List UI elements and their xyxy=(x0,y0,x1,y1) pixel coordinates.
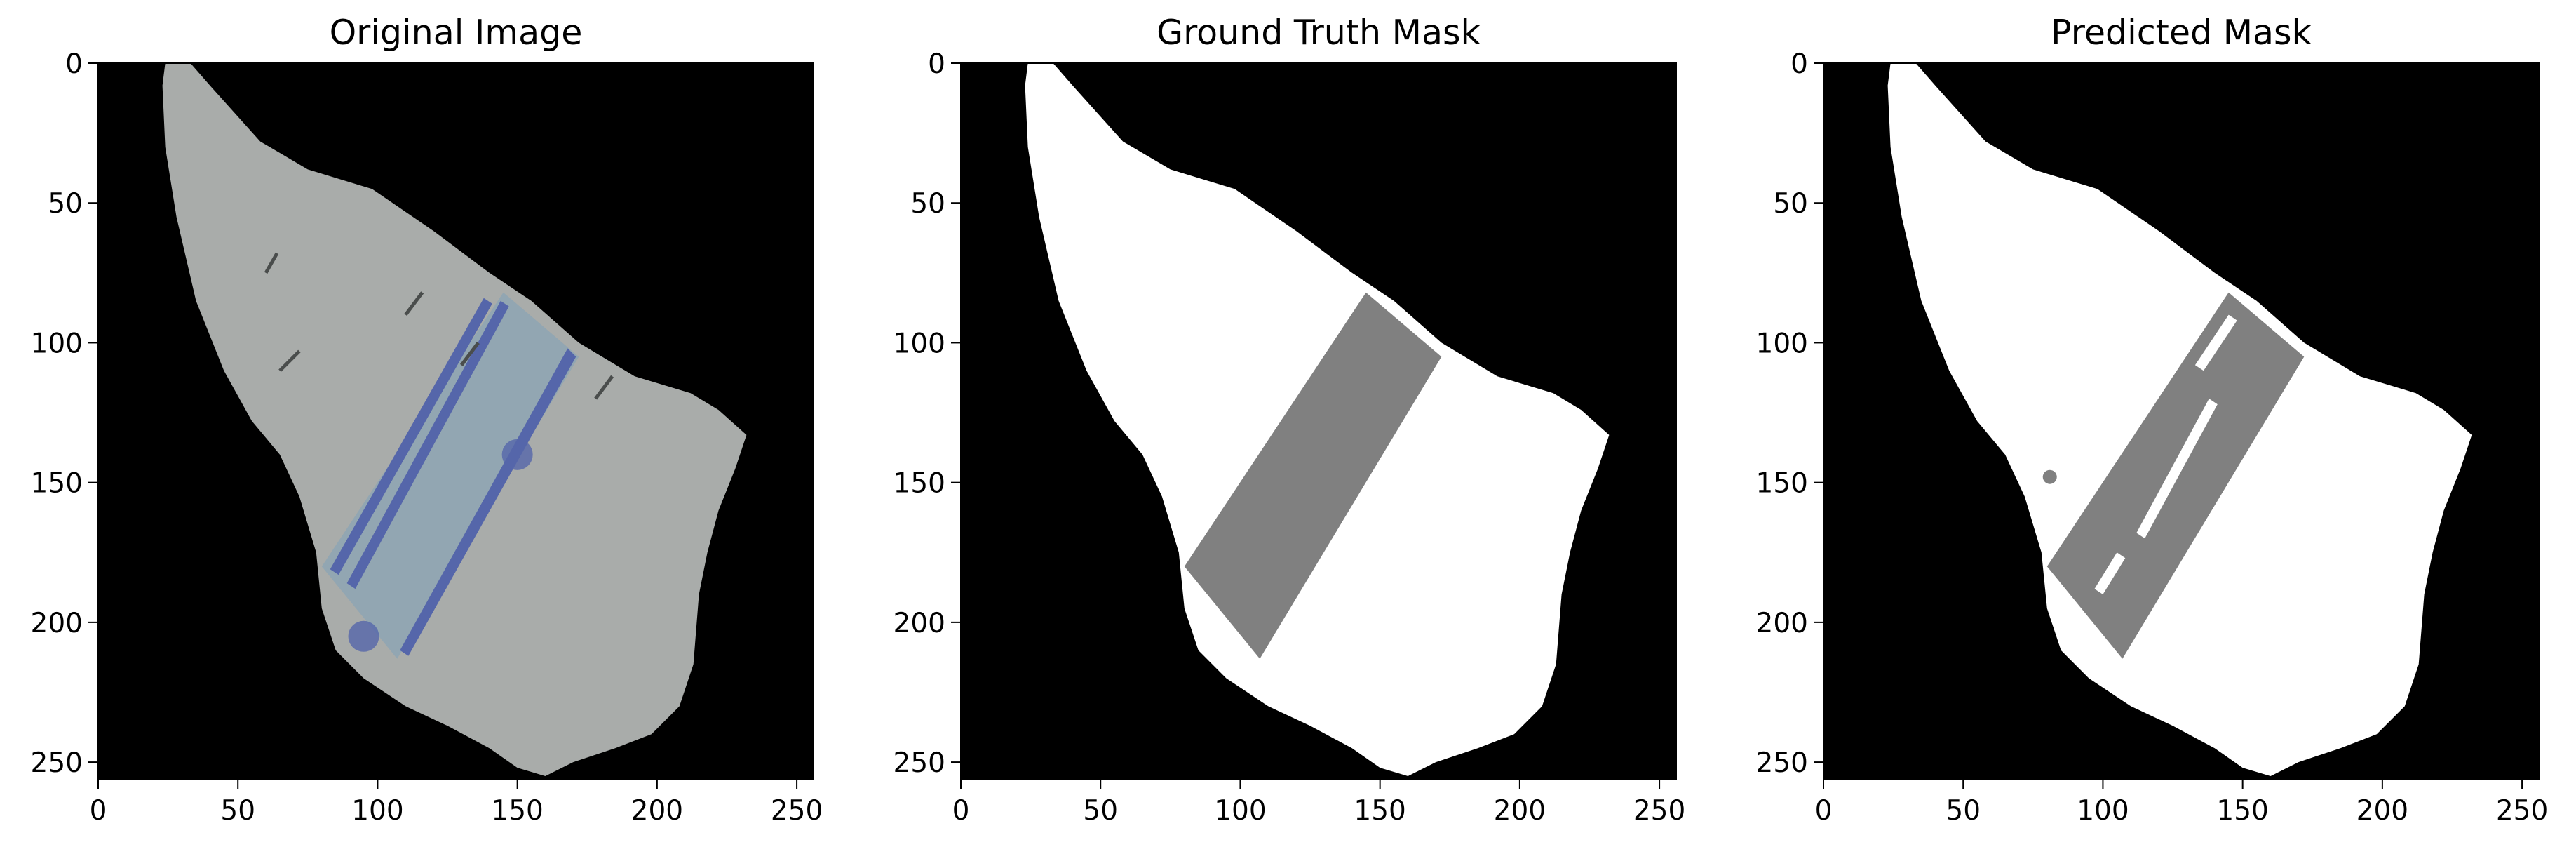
x-tick-label: 50 xyxy=(1946,795,1981,827)
axes-frame xyxy=(97,62,814,780)
blue-band xyxy=(321,292,579,659)
prediction-gap xyxy=(2136,399,2218,539)
x-tick-label: 50 xyxy=(1083,795,1118,827)
y-tick-label: 0 xyxy=(65,48,83,80)
crack-mark xyxy=(278,349,301,373)
glyph-motif xyxy=(501,439,533,470)
x-tick-label: 200 xyxy=(631,795,683,827)
mask-band-class xyxy=(1184,292,1442,659)
x-tick-label: 200 xyxy=(1494,795,1546,827)
x-tick-label: 250 xyxy=(771,795,823,827)
x-tick-label: 100 xyxy=(2077,795,2129,827)
panel-title-original: Original Image xyxy=(329,13,583,53)
prediction-blob xyxy=(2042,469,2057,484)
crack-mark xyxy=(594,375,614,400)
prediction-gap xyxy=(2094,552,2126,594)
y-tick-label: 200 xyxy=(893,608,945,639)
y-tick-label: 100 xyxy=(1756,328,1808,359)
x-tick-label: 0 xyxy=(952,795,970,827)
crack-mark xyxy=(404,291,424,316)
x-tick-label: 150 xyxy=(2216,795,2268,827)
y-tick-label: 50 xyxy=(1773,188,1808,220)
y-tick-label: 50 xyxy=(48,188,83,220)
x-tick-label: 50 xyxy=(220,795,255,827)
y-tick-label: 100 xyxy=(31,328,83,359)
x-tick-label: 200 xyxy=(2356,795,2408,827)
blue-stripe xyxy=(400,348,576,656)
y-tick-label: 0 xyxy=(928,48,945,80)
panel-title-ground-truth: Ground Truth Mask xyxy=(1156,13,1481,53)
y-tick-label: 200 xyxy=(31,608,83,639)
x-tick-label: 150 xyxy=(1354,795,1405,827)
y-tick-label: 150 xyxy=(31,468,83,500)
x-tick-label: 0 xyxy=(1815,795,1833,827)
x-tick-label: 250 xyxy=(1633,795,1685,827)
y-tick-label: 200 xyxy=(1756,608,1808,639)
y-tick-label: 250 xyxy=(893,747,945,779)
blue-stripe xyxy=(330,298,492,575)
y-tick-label: 250 xyxy=(1756,747,1808,779)
y-tick-label: 150 xyxy=(1756,468,1808,500)
y-tick-label: 100 xyxy=(893,328,945,359)
crack-mark xyxy=(264,252,279,274)
blue-stripe xyxy=(346,300,509,589)
x-tick-label: 150 xyxy=(491,795,543,827)
axes-frame xyxy=(960,62,1677,780)
prediction-gap xyxy=(2194,314,2237,371)
x-tick-label: 100 xyxy=(351,795,403,827)
y-tick-label: 250 xyxy=(31,747,83,779)
x-tick-label: 250 xyxy=(2496,795,2548,827)
x-tick-label: 100 xyxy=(1214,795,1266,827)
crack-mark xyxy=(459,341,480,366)
x-tick-label: 0 xyxy=(90,795,107,827)
glyph-motif xyxy=(348,620,379,652)
y-tick-label: 0 xyxy=(1791,48,1808,80)
axes-frame xyxy=(1823,62,2540,780)
panel-title-predicted: Predicted Mask xyxy=(2051,13,2312,53)
y-tick-label: 150 xyxy=(893,468,945,500)
y-tick-label: 50 xyxy=(910,188,945,220)
